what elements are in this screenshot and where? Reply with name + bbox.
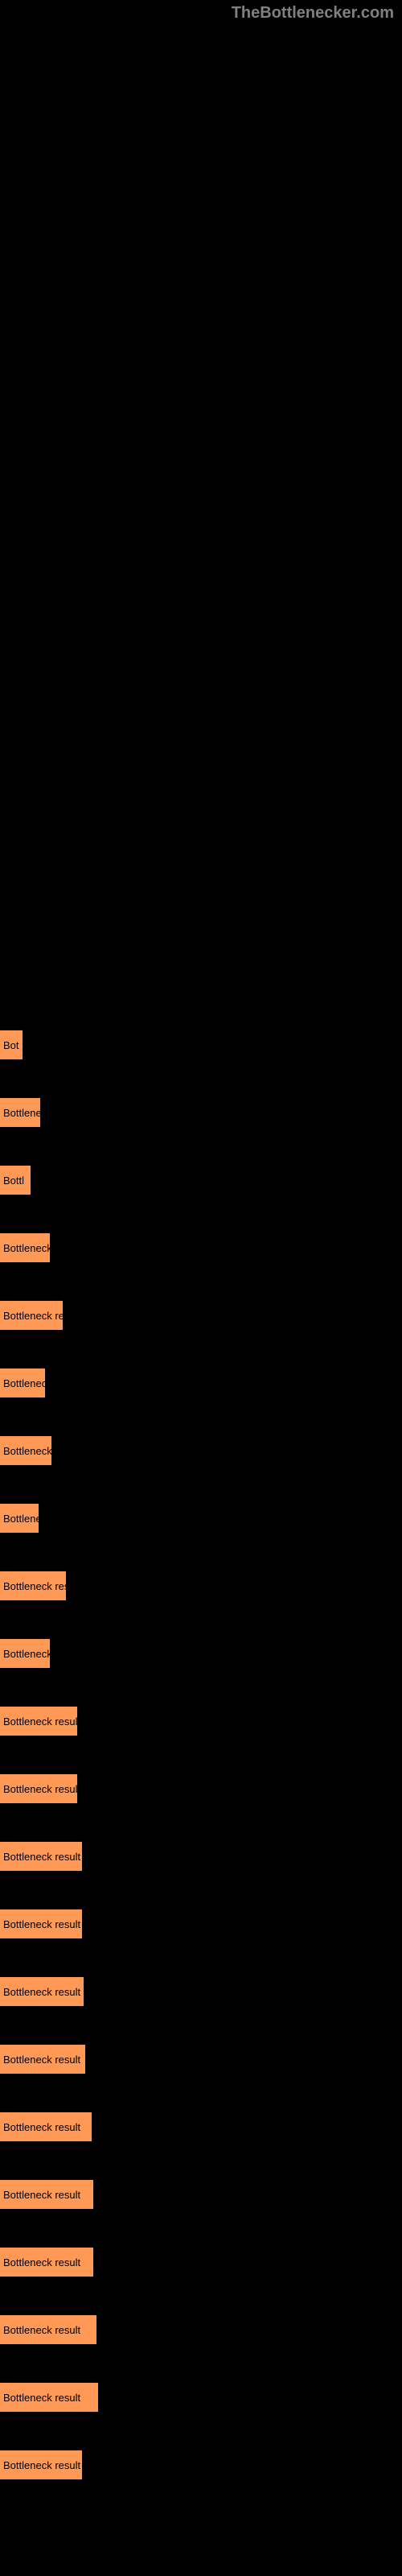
bar-row: Bottleneck result — [0, 1842, 402, 1871]
bar-row: Bottleneck result — [0, 1909, 402, 1938]
bar-row: Bottleneck res — [0, 1571, 402, 1600]
watermark-text: TheBottlenecker.com — [232, 4, 394, 23]
bar-label: Bottleneck result — [3, 1715, 77, 1728]
bar: Bottleneck — [0, 1233, 50, 1262]
bar: Bottlenec — [0, 1368, 45, 1397]
bar-row: Bottlene — [0, 1504, 402, 1533]
bar: Bottl — [0, 1166, 31, 1195]
bar: Bottleneck result — [0, 2315, 96, 2344]
bar-row: Bottleneck result — [0, 2112, 402, 2141]
bar-label: Bottleneck — [3, 1445, 51, 1457]
bar-label: Bottl — [3, 1174, 24, 1187]
bar-label: Bottleneck result — [3, 1851, 80, 1863]
bar: Bottleneck result — [0, 2112, 92, 2141]
bar: Bottleneck result — [0, 1842, 82, 1871]
bar: Bottleneck — [0, 1436, 51, 1465]
bar: Bottleneck re — [0, 1301, 63, 1330]
bar-label: Bottleneck — [3, 1242, 50, 1254]
bar-row: Bottleneck result — [0, 2450, 402, 2479]
bar: Bottleneck result — [0, 2045, 85, 2074]
bar-row: Bottleneck — [0, 1639, 402, 1668]
bar: Bottlene — [0, 1504, 39, 1533]
bar-row: Bottlene — [0, 1098, 402, 1127]
bar-label: Bottleneck result — [3, 2392, 80, 2404]
bar: Bottlene — [0, 1098, 40, 1127]
bar-label: Bottleneck res — [3, 1580, 66, 1592]
bar-row: Bottlenec — [0, 1368, 402, 1397]
bar: Bottleneck result — [0, 1774, 77, 1803]
bar: Bottleneck result — [0, 2180, 93, 2209]
bar: Bottleneck — [0, 1639, 50, 1668]
bar-row: Bottleneck — [0, 1436, 402, 1465]
bar-row: Bottleneck result — [0, 2248, 402, 2277]
bar-row: Bottleneck result — [0, 1707, 402, 1736]
bar-label: Bot — [3, 1039, 19, 1051]
bar-row: Bottleneck result — [0, 2045, 402, 2074]
top-spacer — [0, 0, 402, 1030]
bar-label: Bottlenec — [3, 1377, 45, 1389]
bar-row: Bottleneck result — [0, 1774, 402, 1803]
bar-row: Bottleneck result — [0, 2180, 402, 2209]
bar-label: Bottleneck result — [3, 1783, 77, 1795]
bar-label: Bottleneck result — [3, 2054, 80, 2066]
bar-row: Bottleneck result — [0, 2315, 402, 2344]
bar-label: Bottleneck result — [3, 1986, 80, 1998]
bar-label: Bottlene — [3, 1513, 39, 1525]
bar-label: Bottleneck result — [3, 2459, 80, 2471]
bar: Bottleneck result — [0, 2248, 93, 2277]
bar: Bot — [0, 1030, 23, 1059]
bar: Bottleneck result — [0, 1707, 77, 1736]
bar-row: Bottleneck result — [0, 2383, 402, 2412]
bar-row: Bottleneck — [0, 1233, 402, 1262]
bar-row: Bot — [0, 1030, 402, 1059]
bar-label: Bottlene — [3, 1107, 40, 1119]
bar-label: Bottleneck result — [3, 2256, 80, 2268]
bar: Bottleneck result — [0, 1977, 84, 2006]
bar: Bottleneck result — [0, 2383, 98, 2412]
bar-row: Bottleneck re — [0, 1301, 402, 1330]
bar-label: Bottleneck — [3, 1648, 50, 1660]
bar-label: Bottleneck result — [3, 1918, 80, 1930]
bar-row: Bottl — [0, 1166, 402, 1195]
bar-label: Bottleneck re — [3, 1310, 63, 1322]
bar: Bottleneck result — [0, 1909, 82, 1938]
bar-label: Bottleneck result — [3, 2121, 80, 2133]
bar: Bottleneck result — [0, 2450, 82, 2479]
bar-label: Bottleneck result — [3, 2189, 80, 2201]
bar-label: Bottleneck result — [3, 2324, 80, 2336]
bar-chart: Bot Bottlene Bottl Bottleneck Bottleneck re B… — [0, 1030, 402, 2479]
bar: Bottleneck res — [0, 1571, 66, 1600]
bar-row: Bottleneck result — [0, 1977, 402, 2006]
